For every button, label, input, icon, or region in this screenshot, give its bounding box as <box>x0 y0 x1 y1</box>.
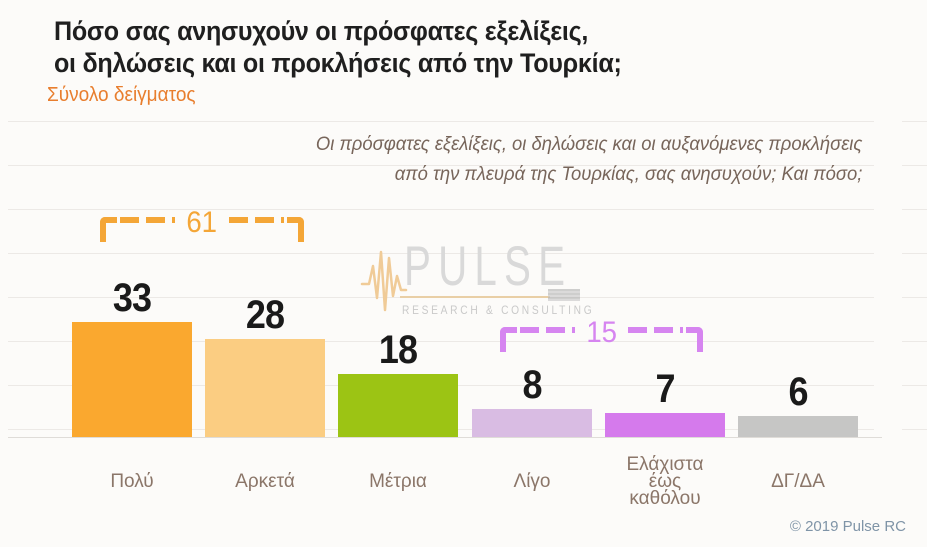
bar <box>472 409 592 437</box>
bracket-corner <box>500 327 517 352</box>
gridline <box>8 209 874 210</box>
gridline <box>8 121 874 122</box>
bar-value-label: 33 <box>112 275 152 320</box>
blurred-text-block <box>548 289 580 301</box>
bracket-dash <box>628 327 683 333</box>
gridline <box>902 341 927 342</box>
copyright-notice: © 2019 Pulse RC <box>789 518 906 535</box>
bar-value-label: 7 <box>655 366 675 411</box>
sum-bracket: 15 <box>500 316 703 352</box>
gridline <box>902 253 927 254</box>
gridline <box>8 165 874 166</box>
x-axis-label: Πολύ <box>110 470 154 492</box>
ekg-pulse-icon <box>360 250 408 312</box>
gridline <box>902 297 927 298</box>
x-axis-label: Αρκετά <box>235 470 295 492</box>
gridline <box>902 429 927 430</box>
page-title: Πόσο σας ανησυχούν οι πρόσφατες εξελίξει… <box>54 15 622 79</box>
x-axis-line <box>8 437 882 438</box>
x-axis-label: Μέτρια <box>369 470 427 492</box>
bracket-dash <box>228 217 284 223</box>
bar <box>738 416 858 437</box>
gridline <box>902 121 927 122</box>
sum-bracket-label: 15 <box>586 316 617 349</box>
pulse-logo-tagline: RESEARCH & CONSULTING <box>402 303 595 317</box>
sum-bracket-label: 61 <box>186 206 218 239</box>
gridline <box>902 209 927 210</box>
bar <box>338 374 458 437</box>
bar <box>205 339 325 437</box>
title-line-2: οι δηλώσεις και οι προκλήσεις από την Το… <box>54 48 622 78</box>
bar <box>605 412 725 437</box>
subtitle: Σύνολο δείγματος <box>47 84 196 106</box>
bracket-dash <box>520 327 575 333</box>
bar-value-label: 28 <box>245 293 285 337</box>
pulse-logo-text: PULSE <box>404 234 573 297</box>
gridline <box>8 341 874 342</box>
x-axis-label: Λίγο <box>513 470 551 492</box>
gridline <box>902 385 927 386</box>
bar-value-label: 8 <box>522 363 542 407</box>
survey-question: Οι πρόσφατες εξελίξεις, οι δηλώσεις και … <box>316 130 862 190</box>
bar <box>72 321 192 437</box>
question-line-1: Οι πρόσφατες εξελίξεις, οι δηλώσεις και … <box>315 134 862 155</box>
question-line-2: από την πλευρά της Τουρκίας, σας ανησυχο… <box>394 164 862 185</box>
bracket-corner <box>100 217 117 242</box>
bar-value-label: 6 <box>788 370 808 414</box>
bracket-corner <box>287 217 304 242</box>
pulse-watermark-logo: PULSE RESEARCH & CONSULTING <box>360 238 592 322</box>
title-line-1: Πόσο σας ανησυχούν οι πρόσφατες εξελίξει… <box>54 16 589 46</box>
bracket-corner <box>686 327 703 352</box>
x-axis-label: Ελάχιστα έως καθόλου <box>626 453 704 509</box>
bar-value-label: 18 <box>378 328 418 372</box>
gridline <box>8 253 874 254</box>
bracket-dash <box>120 217 176 223</box>
gridline <box>902 165 927 166</box>
x-axis-label: ΔΓ/ΔΑ <box>771 470 825 492</box>
sum-bracket: 61 <box>100 206 304 242</box>
